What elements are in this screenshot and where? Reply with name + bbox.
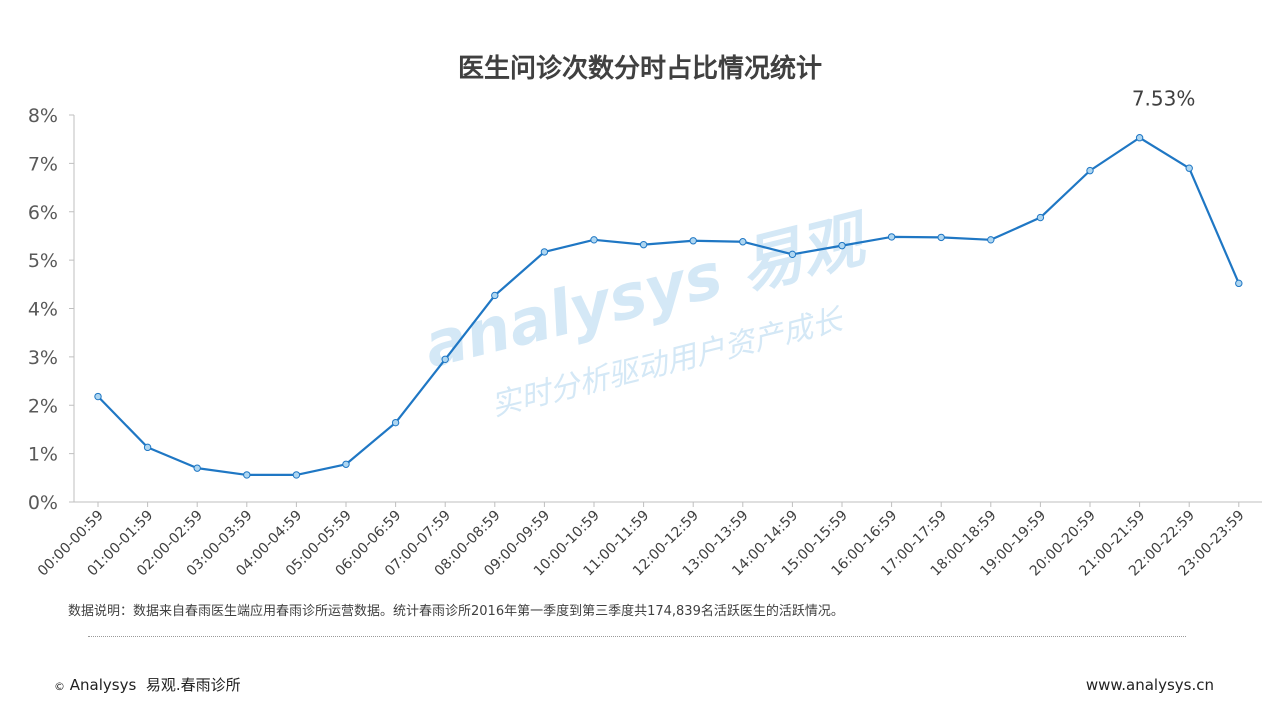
y-tick-label: 7% — [28, 153, 58, 175]
data-point — [342, 460, 350, 468]
data-point — [1185, 164, 1193, 172]
footer-copyright: © Analysys 易观.春雨诊所 — [54, 674, 241, 695]
divider — [88, 636, 1186, 637]
y-tick-label: 3% — [28, 347, 58, 369]
watermark: analysys 易观 实时分析驱动用户资产成长 — [417, 201, 878, 424]
y-tick-label: 8% — [28, 105, 58, 127]
y-tick-label: 6% — [28, 202, 58, 224]
data-point — [1086, 166, 1094, 175]
data-point — [788, 250, 797, 259]
data-point — [739, 238, 747, 246]
y-tick-label: 2% — [28, 395, 58, 417]
data-point — [292, 471, 301, 479]
y-axis-ticks: 0% 1% 2% 3% 4% 5% 6% 7% 8% — [28, 105, 74, 514]
data-point — [887, 233, 896, 241]
data-point — [1235, 279, 1243, 288]
y-tick-label: 0% — [28, 492, 58, 514]
data-point — [193, 464, 201, 472]
y-tick-label: 5% — [28, 250, 58, 272]
annotations: 7.53% — [1132, 87, 1196, 111]
data-note: 数据说明：数据来自春雨医生端应用春雨诊所运营数据。统计春雨诊所2016年第一季度… — [68, 604, 844, 619]
x-axis-ticks: 00:00-00:5901:00-01:5902:00-02:5903:00-0… — [35, 502, 1248, 579]
y-tick-label: 1% — [28, 444, 58, 466]
data-point — [689, 237, 697, 245]
copyright-mark: © — [54, 680, 65, 693]
peak-value-label: 7.53% — [1132, 87, 1196, 111]
data-point — [441, 355, 449, 363]
data-point — [94, 392, 102, 401]
data-point — [639, 240, 648, 249]
data-point — [143, 443, 152, 452]
footer-website: www.analysys.cn — [1085, 676, 1214, 694]
series-line — [97, 136, 1240, 477]
data-point — [1036, 213, 1045, 222]
data-point — [540, 248, 549, 256]
data-point — [1135, 134, 1144, 142]
data-point — [391, 418, 400, 427]
data-point — [987, 236, 995, 244]
data-point — [491, 291, 499, 300]
y-tick-label: 4% — [28, 299, 58, 321]
chart-title: 医生问诊次数分时占比情况统计 — [457, 54, 822, 84]
data-point — [937, 233, 945, 242]
data-point — [838, 241, 846, 250]
data-point — [243, 471, 251, 479]
data-point — [590, 236, 598, 244]
footer-brand: Analysys 易观.春雨诊所 — [69, 676, 241, 694]
series — [94, 134, 1243, 479]
